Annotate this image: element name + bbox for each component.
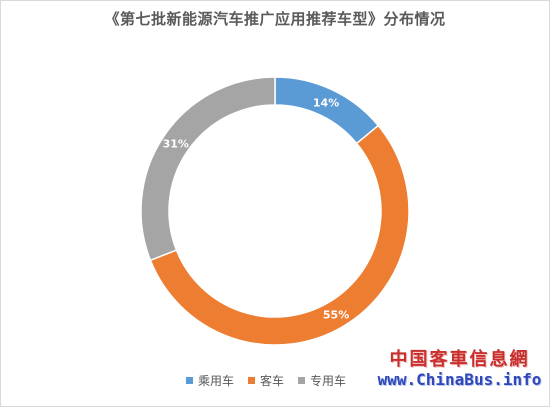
legend-swatch-special-vehicle bbox=[298, 377, 306, 384]
legend-item-bus: 客车 bbox=[248, 372, 284, 389]
donut-slice-bus bbox=[149, 124, 410, 346]
legend-item-special-vehicle: 专用车 bbox=[298, 372, 346, 389]
legend-label-passenger-car: 乘用车 bbox=[198, 374, 235, 388]
data-label-special-vehicle: 31% bbox=[163, 138, 189, 151]
legend-swatch-bus bbox=[248, 377, 256, 384]
chart-title: 《第七批新能源汽车推广应用推荐车型》分布情况 bbox=[104, 10, 446, 28]
chinabus-watermark: 中国客車信息網 www.ChinaBus.info bbox=[372, 349, 547, 389]
legend-label-special-vehicle: 专用车 bbox=[310, 374, 347, 388]
data-label-bus: 55% bbox=[323, 308, 349, 321]
legend-swatch-passenger-car bbox=[186, 377, 193, 384]
watermark-chinese-text: 中国客車信息網 bbox=[389, 349, 530, 370]
legend-label-bus: 客车 bbox=[260, 374, 285, 388]
donut-slice-passenger-car bbox=[274, 76, 380, 145]
data-label-passenger-car: 14% bbox=[313, 96, 339, 109]
watermark-url-text: www.ChinaBus.info bbox=[377, 369, 542, 389]
donut-slice-special-vehicle bbox=[140, 76, 276, 262]
legend-item-passenger-car: 乘用车 bbox=[186, 372, 234, 389]
chart-legend: 乘用车 客车 专用车 bbox=[186, 372, 360, 389]
